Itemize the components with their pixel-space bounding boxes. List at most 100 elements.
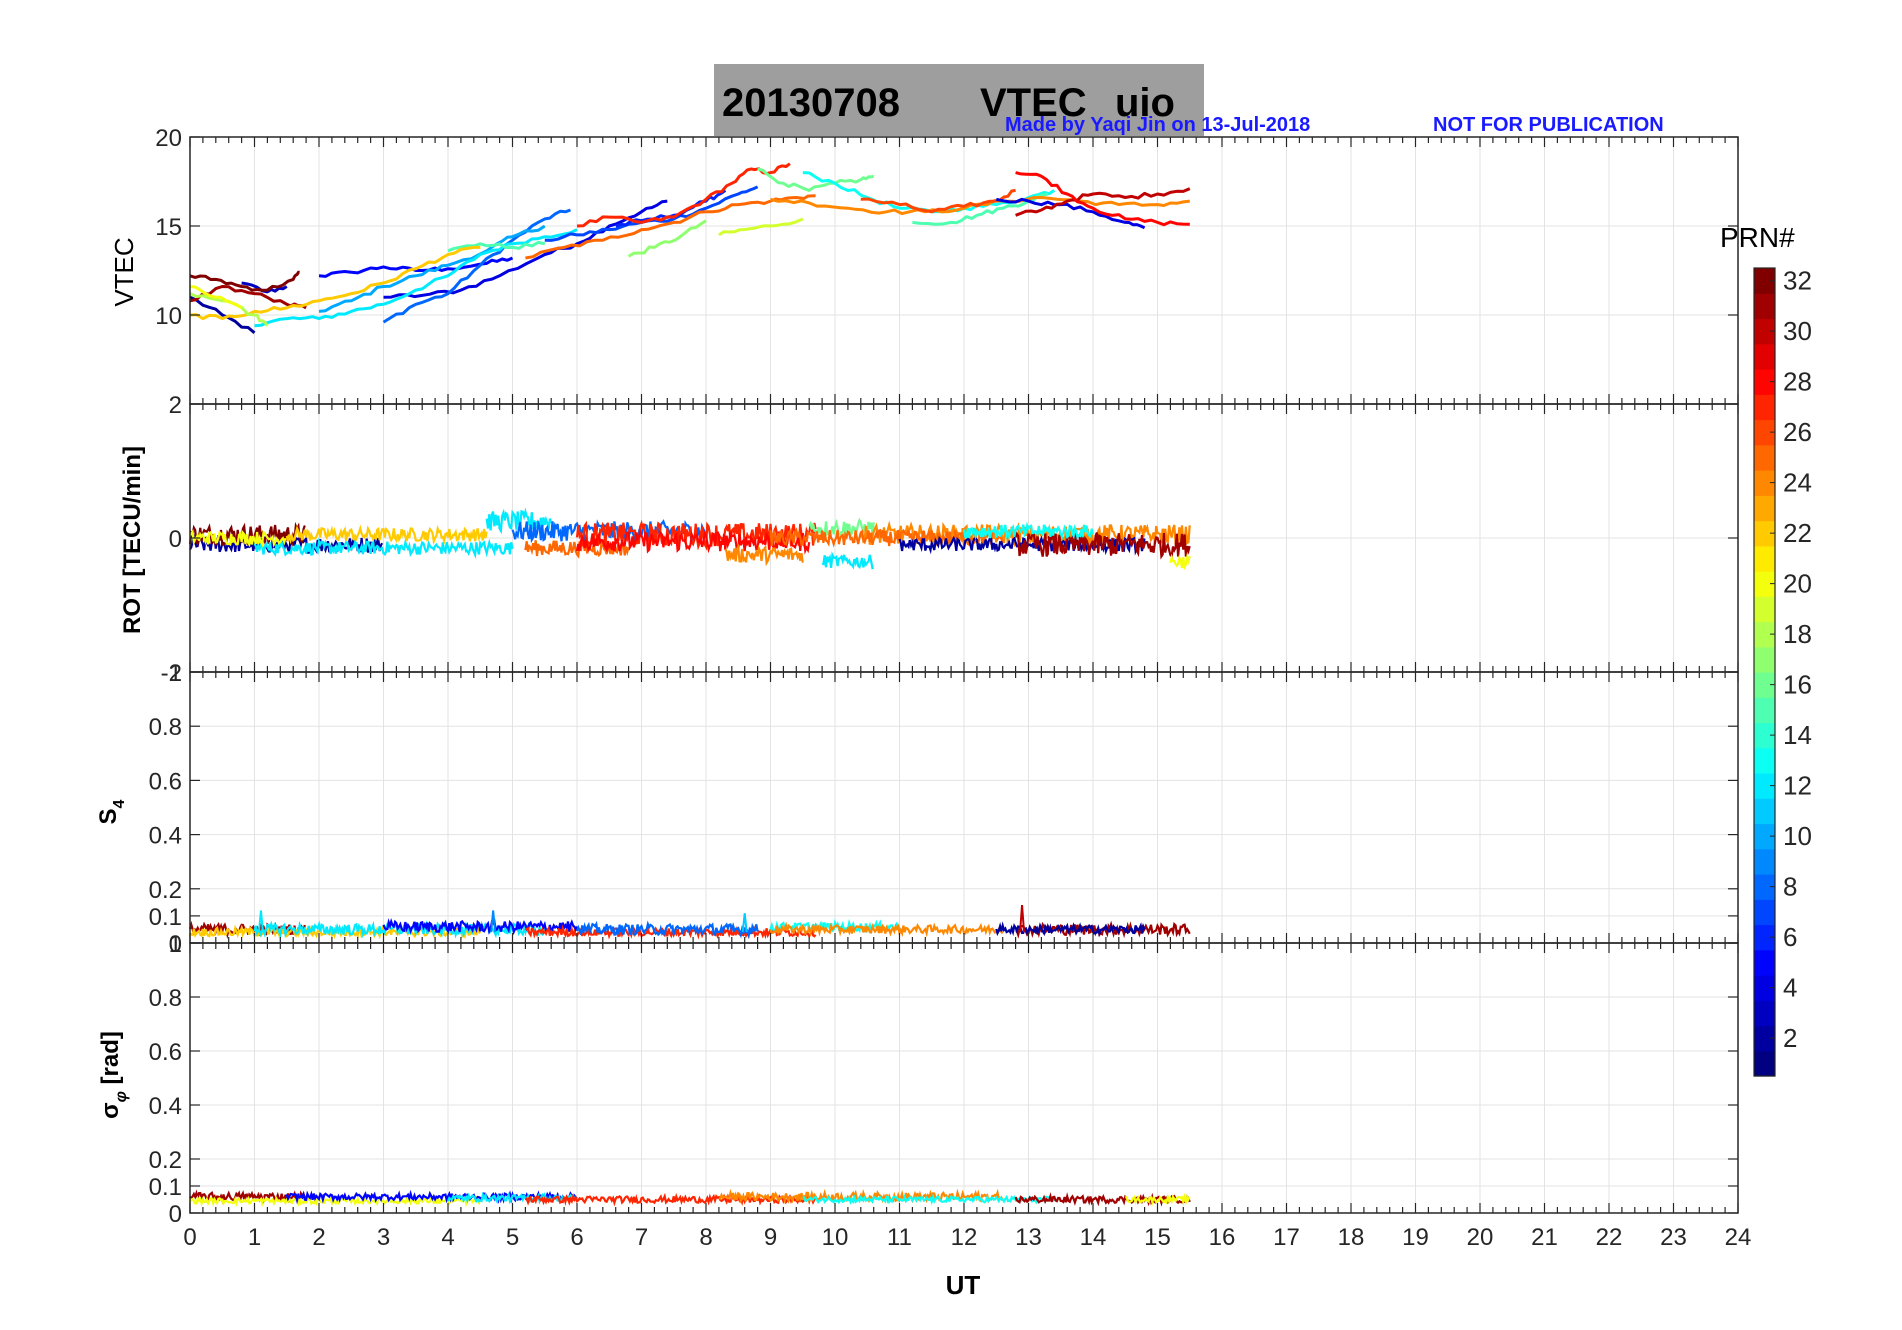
colorbar-swatch-prn-23 xyxy=(1754,495,1775,522)
rot-series-prn-31 xyxy=(1014,531,1191,560)
sigma_phi-series-group xyxy=(189,1188,1191,1208)
colorbar-swatch-prn-17 xyxy=(1754,646,1775,673)
colorbar-swatch-prn-2 xyxy=(1754,1025,1775,1052)
sigma_phi-series-prn-31 xyxy=(189,1189,306,1205)
xtick-label: 18 xyxy=(1338,1224,1365,1251)
colorbar-swatch-prn-7 xyxy=(1754,899,1775,926)
vtec-series-prn-8 xyxy=(382,208,571,324)
vtec-ytick-label: 10 xyxy=(155,303,182,330)
sigma_phi-series-prn-12 xyxy=(446,1191,578,1205)
colorbar-swatch-prn-4 xyxy=(1754,975,1775,1001)
vtec-y-ticks: 10 15 20 xyxy=(155,125,1738,330)
colorbar-swatch-prn-22 xyxy=(1754,520,1775,547)
s4-ytick-label: 0.4 xyxy=(149,823,182,850)
s4-ytick-label: 1 xyxy=(169,660,182,687)
vtec-series-prn-20 xyxy=(189,285,243,310)
colorbar-swatch-prn-12 xyxy=(1754,773,1775,799)
xtick-label: 23 xyxy=(1660,1224,1687,1251)
rot-series-prn-20 xyxy=(189,529,287,548)
title-label: VTEC xyxy=(980,81,1087,125)
vtec-series-prn-4 xyxy=(383,199,668,299)
colorbar-swatch-prn-16 xyxy=(1754,672,1775,698)
s4-series-prn-27 xyxy=(524,924,817,940)
rot-series-prn-24 xyxy=(724,543,804,567)
sigma_phi-ytick-label: 0.1 xyxy=(149,1174,182,1201)
colorbar-label: PRN# xyxy=(1720,222,1795,253)
vtec-series-group xyxy=(189,162,1191,334)
xtick-label: 12 xyxy=(951,1224,978,1251)
vtec-ylabel: VTEC xyxy=(109,237,139,306)
vtec-series-prn-5 xyxy=(318,256,514,278)
title-date: 20130708 xyxy=(722,81,900,125)
xtick-label: 6 xyxy=(570,1224,583,1251)
xtick-label: 5 xyxy=(506,1224,519,1251)
rot-series-prn-12 xyxy=(821,551,875,570)
s4-spike-prn-11 xyxy=(741,913,748,933)
xtick-label: 22 xyxy=(1596,1224,1623,1251)
colorbar-tick-label: 4 xyxy=(1783,973,1797,1003)
vtec-panel: 10 15 20 xyxy=(155,125,1739,405)
s4-spike-prn-9 xyxy=(490,910,497,933)
s4-y-ticks: 00.10.2 0.4 0.6 0.8 1 xyxy=(149,660,1738,958)
vtec-series-prn-28 xyxy=(1015,171,1190,227)
vtec-series-prn-25 xyxy=(525,194,816,260)
rot-series-group xyxy=(188,507,1191,571)
rot-x-ticks xyxy=(189,404,1739,672)
colorbar-swatch-prn-31 xyxy=(1754,293,1775,320)
colorbar-swatch-prn-15 xyxy=(1754,697,1775,724)
vtec-series-prn-12 xyxy=(254,228,578,328)
s4-ytick-label: 0.2 xyxy=(149,877,182,904)
colorbar-tick-label: 10 xyxy=(1783,821,1812,851)
vtec-series-prn-32 xyxy=(189,270,300,292)
vtec-ytick-label: 15 xyxy=(155,214,182,241)
vtec-series-prn-19 xyxy=(718,217,804,237)
colorbar-swatch-prn-32 xyxy=(1754,268,1775,294)
xtick-label: 0 xyxy=(183,1224,196,1251)
x-axis-label: UT xyxy=(946,1270,981,1300)
colorbar-swatch-prn-1 xyxy=(1754,1050,1775,1077)
colorbar-tick-label: 6 xyxy=(1783,922,1797,952)
rot-series-prn-20 xyxy=(1169,553,1191,571)
rot-series-prn-13 xyxy=(962,521,1095,541)
xtick-label: 24 xyxy=(1725,1224,1752,1251)
colorbar-swatch-prn-28 xyxy=(1754,369,1775,395)
vtec-series-prn-30 xyxy=(1015,187,1191,217)
colorbar-swatch-prn-26 xyxy=(1754,419,1775,446)
colorbar-tick-label: 12 xyxy=(1783,771,1812,801)
vtec-series-prn-2 xyxy=(189,295,256,334)
xtick-label: 4 xyxy=(441,1224,454,1251)
rot-series-prn-12 xyxy=(253,537,514,559)
s4-series-prn-12 xyxy=(253,920,546,939)
colorbar-swatch-prn-8 xyxy=(1754,874,1775,900)
colorbar-swatch-prn-11 xyxy=(1754,798,1775,825)
sigma-phi-panel: 00.10.20.40.60.810 1 2 3 4 5 6 7 8 9 10 11 12 13 14 15 1… xyxy=(149,931,1752,1251)
x-tick-labels: 0 1 2 3 4 5 6 7 8 9 10 11 12 13 14 15 16 17 18 19 20 21 22 23 24 xyxy=(183,1224,1751,1251)
colorbar-swatch-prn-25 xyxy=(1754,444,1775,471)
xtick-label: 17 xyxy=(1273,1224,1300,1251)
sigma_phi-ytick-label: 0.2 xyxy=(149,1147,182,1174)
xtick-label: 7 xyxy=(635,1224,648,1251)
vtec-x-ticks xyxy=(189,137,1739,404)
colorbar-tick-label: 14 xyxy=(1783,720,1812,750)
xtick-label: 15 xyxy=(1144,1224,1171,1251)
xtick-label: 21 xyxy=(1531,1224,1558,1251)
colorbar-swatch-prn-14 xyxy=(1754,722,1775,749)
colorbar-tick-label: 28 xyxy=(1783,367,1812,397)
colorbar-swatch-prn-20 xyxy=(1754,571,1775,597)
s4-panel: 00.10.2 0.4 0.6 0.8 1 xyxy=(149,660,1739,958)
s4-x-ticks xyxy=(189,672,1739,943)
colorbar-tick-label: 2 xyxy=(1783,1023,1797,1053)
colorbar-tick-label: 18 xyxy=(1783,619,1812,649)
s4-ytick-label: 0.6 xyxy=(149,768,182,795)
sigma_phi-series-prn-20 xyxy=(1124,1192,1191,1207)
xtick-label: 13 xyxy=(1015,1224,1042,1251)
sigma_phi-ytick-label: 0.6 xyxy=(149,1039,182,1066)
s4-spike-prn-12 xyxy=(257,910,264,933)
title-banner xyxy=(714,64,1204,136)
colorbar-swatch-prn-3 xyxy=(1754,1000,1775,1027)
xtick-label: 9 xyxy=(764,1224,777,1251)
credit-note: Made by Yaqi Jin on 13-Jul-2018 xyxy=(1005,114,1310,136)
rot-ylabel: ROT [TECU/min] xyxy=(119,446,146,634)
vtec-series-prn-10 xyxy=(318,224,546,313)
